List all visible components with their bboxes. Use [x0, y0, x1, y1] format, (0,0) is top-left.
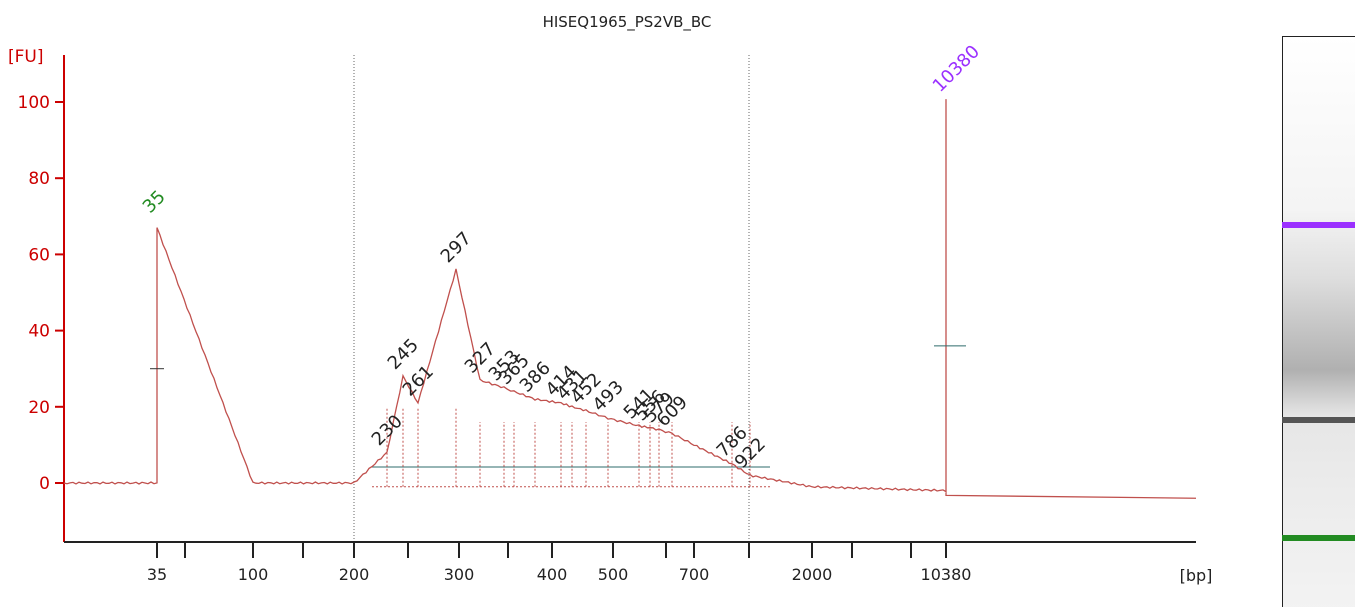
x-tick-label: 300 — [444, 565, 475, 584]
chart-title: HISEQ1965_PS2VB_BC — [543, 13, 712, 32]
peak-label: 230 — [368, 411, 407, 450]
y-tick-label: 60 — [28, 245, 50, 265]
gel-band — [1282, 535, 1355, 541]
x-tick-label: 700 — [679, 565, 710, 584]
electropherogram-chart: HISEQ1965_PS2VB_BC [FU] [bp] 0 20 40 60 80 10… — [8, 13, 1213, 585]
region-boundaries — [353, 55, 750, 542]
peak-dropdowns — [372, 406, 770, 488]
y-tick-label: 40 — [28, 322, 50, 342]
peak-label: 297 — [437, 228, 476, 267]
gel-lane — [1282, 36, 1355, 607]
x-axis-label: [bp] — [1180, 566, 1213, 585]
x-tick-label: 10380 — [921, 565, 972, 584]
lower-marker-label: 35 — [139, 186, 170, 217]
y-axis-label: [FU] — [8, 47, 44, 67]
gel-bands — [1282, 222, 1355, 541]
x-tick-label: 500 — [598, 565, 629, 584]
y-tick-label: 20 — [28, 398, 50, 418]
gel-band — [1282, 417, 1355, 423]
trace-line — [63, 99, 1197, 499]
x-tick-label: 2000 — [792, 565, 833, 584]
x-tick-label: 100 — [238, 565, 269, 584]
x-tick-label: 200 — [339, 565, 370, 584]
axes — [63, 55, 1196, 543]
y-tick-label: 80 — [28, 169, 50, 189]
trace-layer — [63, 99, 1197, 499]
x-tick-label: 400 — [537, 565, 568, 584]
peak-labels: 2302452612973273533653864144314524935415… — [139, 41, 984, 473]
upper-marker-label: 10380 — [929, 41, 984, 96]
y-tick-label: 0 — [39, 474, 50, 494]
y-tick-label: 100 — [18, 93, 50, 113]
x-tick-label: 35 — [147, 565, 167, 584]
axis-ticks: 0 20 40 60 80 100 35 100 200 300 400 500 700 2000 1038… — [18, 93, 972, 584]
gel-band — [1282, 222, 1355, 228]
